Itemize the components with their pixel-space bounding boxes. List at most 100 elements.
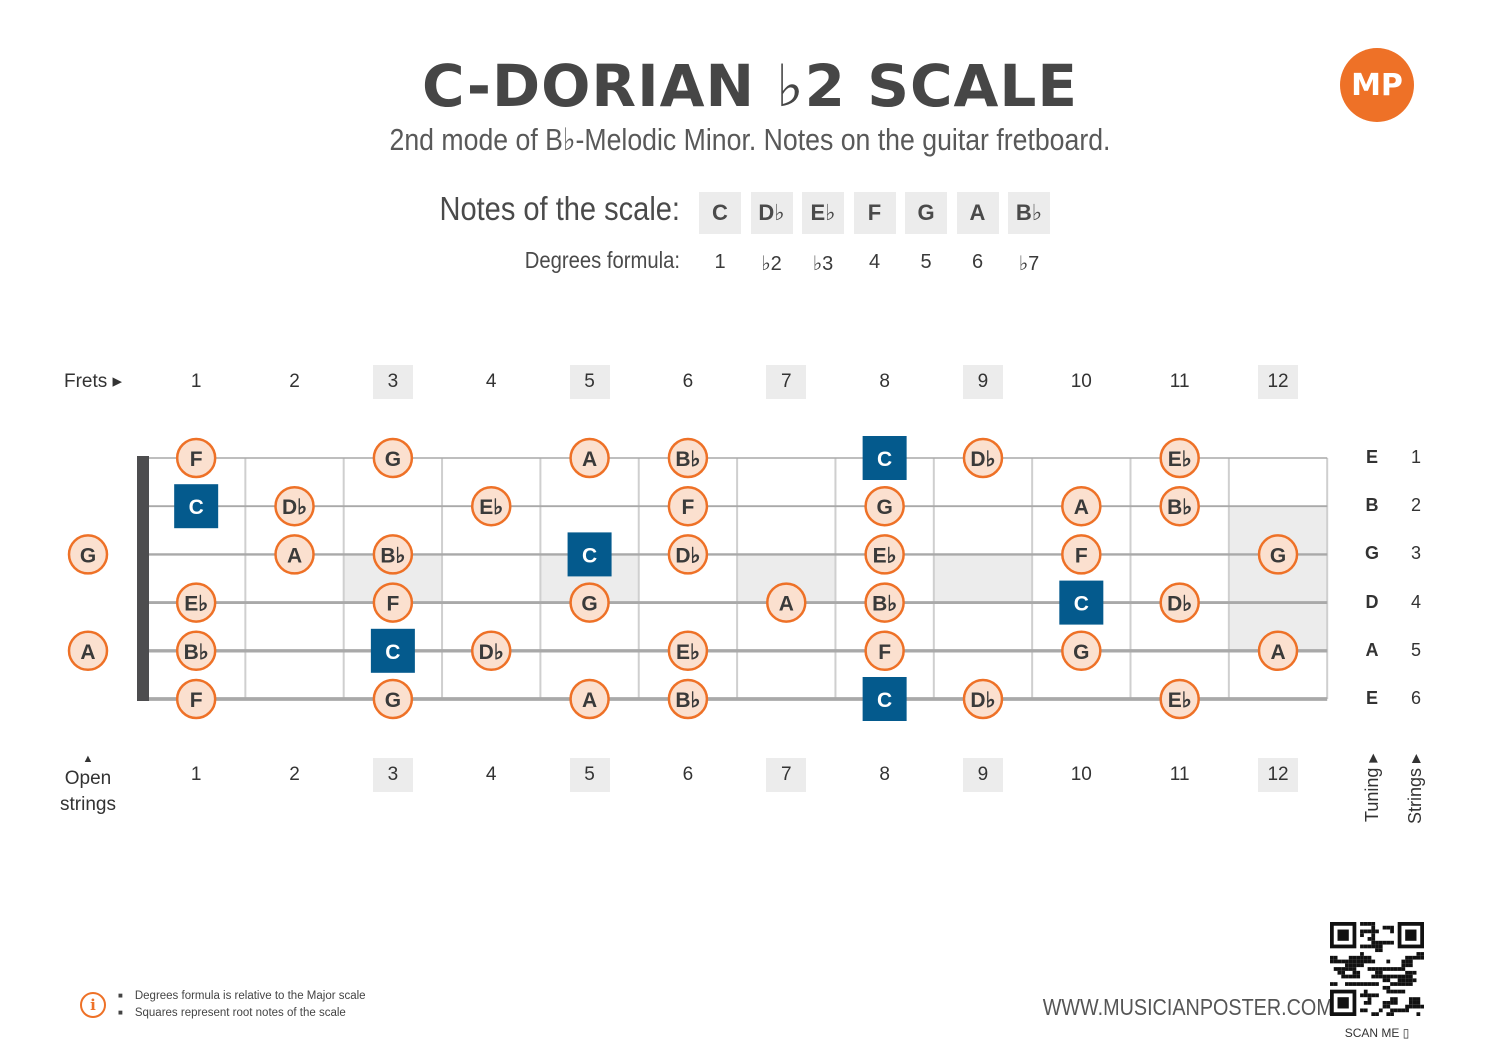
note-label: B♭ (184, 641, 209, 664)
note-label: C (1074, 593, 1089, 616)
note-label: E♭ (873, 544, 897, 567)
string-number: 4 (1410, 591, 1421, 612)
scale-note-box: F (853, 192, 896, 234)
note-marker: B♭ (372, 534, 414, 575)
note-marker: E♭ (470, 485, 512, 527)
note-label: C (385, 641, 400, 664)
note-marker: B♭ (175, 630, 217, 672)
musicianposter-logo: MP (1340, 48, 1414, 122)
note-marker: A (1257, 630, 1299, 672)
degree-value: 4 (868, 251, 881, 273)
note-marker: F (1061, 534, 1102, 575)
fret-number: 3 (372, 365, 413, 399)
note-marker: E♭ (667, 630, 709, 672)
note-label: F (190, 689, 203, 712)
note-label: G (876, 496, 892, 519)
note-marker: A (274, 534, 315, 575)
note-label: F (386, 593, 399, 616)
fret-number: 1 (190, 371, 202, 392)
note-label: D♭ (282, 496, 307, 519)
website-url[interactable]: WWW.MUSICIANPOSTER.COM (1042, 994, 1333, 1020)
fret-number: 1 (190, 764, 202, 785)
fret-number: 4 (485, 371, 497, 392)
root-note-marker: C (862, 436, 907, 480)
fret-number: 8 (879, 371, 890, 392)
footer-note-2: Squares represent root notes of the scal… (118, 1005, 366, 1022)
note-marker: E♭ (175, 582, 217, 623)
note-marker: A (766, 582, 807, 623)
note-marker: D♭ (470, 630, 512, 672)
note-marker: D♭ (274, 485, 315, 527)
note-label: B♭ (675, 448, 700, 471)
scale-note-box: G (905, 192, 947, 234)
note-marker: B♭ (1159, 485, 1200, 527)
fret-number: 3 (372, 758, 413, 792)
note-label: A (287, 544, 302, 567)
fret-number: 5 (569, 758, 610, 792)
note-marker: G (372, 678, 414, 720)
note-label: F (682, 496, 695, 519)
note-label: E♭ (479, 496, 503, 519)
tuning-note: A (1365, 639, 1379, 660)
fret-inlay-shade (933, 554, 1033, 603)
guitar-nut (137, 456, 149, 701)
note-label: B♭ (872, 593, 897, 616)
string-number: 3 (1410, 543, 1421, 564)
fret-number: 12 (1258, 758, 1299, 792)
open-strings-label: ▲ Open strings (48, 752, 128, 818)
fret-number: 2 (289, 371, 300, 392)
fret-number: 9 (962, 365, 1003, 399)
page-title: C-DORIAN ♭2 SCALE (422, 52, 1078, 120)
fret-number: 10 (1070, 764, 1092, 785)
note-label: A (582, 448, 597, 471)
qr-code[interactable] (1330, 922, 1424, 1016)
open-label-line2: strings (60, 794, 116, 815)
note-label: B♭ (1167, 496, 1192, 519)
root-note-marker: C (370, 628, 415, 673)
degree-value: 1 (714, 251, 726, 273)
degree-value: ♭3 (812, 253, 834, 275)
fret-number: 8 (879, 764, 890, 785)
note-marker: B♭ (864, 582, 905, 623)
tuning-note: E (1365, 447, 1378, 467)
note-marker: G (864, 485, 905, 527)
fret-number: 2 (289, 764, 300, 785)
fret-number: 9 (962, 758, 1003, 792)
note-marker: A (569, 437, 610, 479)
note-marker: E♭ (864, 534, 905, 575)
note-label: F (1075, 544, 1088, 567)
note-label: E♭ (1168, 689, 1192, 712)
fret-number: 11 (1169, 371, 1190, 392)
page-subtitle: 2nd mode of B♭-Melodic Minor. Notes on t… (389, 122, 1111, 157)
frets-label: Frets ▸ (64, 371, 123, 392)
note-label: A (1270, 641, 1285, 664)
fret-number: 4 (485, 764, 497, 785)
note-label: F (878, 641, 891, 664)
footer-note-1: Degrees formula is relative to the Major… (118, 988, 366, 1005)
note-marker: B♭ (667, 437, 709, 479)
fret-number: 6 (682, 764, 694, 785)
tuning-note: G (1364, 543, 1379, 564)
note-label: G (581, 593, 597, 616)
note-label: D♭ (675, 544, 700, 567)
note-label: G (385, 448, 401, 471)
scale-note-box: D♭ (750, 192, 793, 234)
fret-number: 11 (1169, 764, 1190, 785)
note-label: B♭ (380, 544, 405, 567)
note-label: G (1073, 641, 1089, 664)
note-label: E♭ (676, 641, 700, 664)
note-marker: E♭ (1159, 678, 1200, 720)
note-marker: F (175, 437, 217, 479)
root-note-marker: C (862, 677, 907, 721)
note-marker: E♭ (1159, 437, 1200, 479)
note-label: A (1074, 496, 1089, 519)
open-label-line1: Open (64, 768, 112, 789)
fret-number: 12 (1258, 365, 1299, 399)
note-label: E♭ (1168, 448, 1192, 471)
root-note-marker: C (174, 484, 219, 529)
note-marker: G (1061, 630, 1102, 672)
note-marker: G (372, 437, 414, 479)
note-label: G (80, 544, 96, 567)
tuning-note: B (1365, 495, 1379, 516)
note-marker: G (569, 582, 610, 623)
